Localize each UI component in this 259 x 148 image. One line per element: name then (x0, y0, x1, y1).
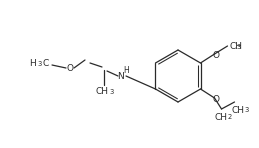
Text: CH: CH (229, 41, 242, 50)
Text: 3: 3 (236, 44, 241, 50)
Text: CH: CH (96, 86, 109, 95)
Text: N: N (118, 71, 124, 81)
Text: O: O (212, 95, 219, 103)
Text: 3: 3 (244, 107, 249, 113)
Text: H: H (123, 66, 129, 74)
Text: CH: CH (214, 113, 227, 122)
Text: O: O (67, 63, 74, 73)
Text: H: H (29, 58, 36, 67)
Text: 3: 3 (37, 61, 41, 67)
Text: C: C (42, 58, 48, 67)
Text: 3: 3 (109, 89, 113, 95)
Text: CH: CH (231, 106, 244, 115)
Text: 2: 2 (227, 114, 232, 120)
Text: O: O (212, 50, 219, 59)
